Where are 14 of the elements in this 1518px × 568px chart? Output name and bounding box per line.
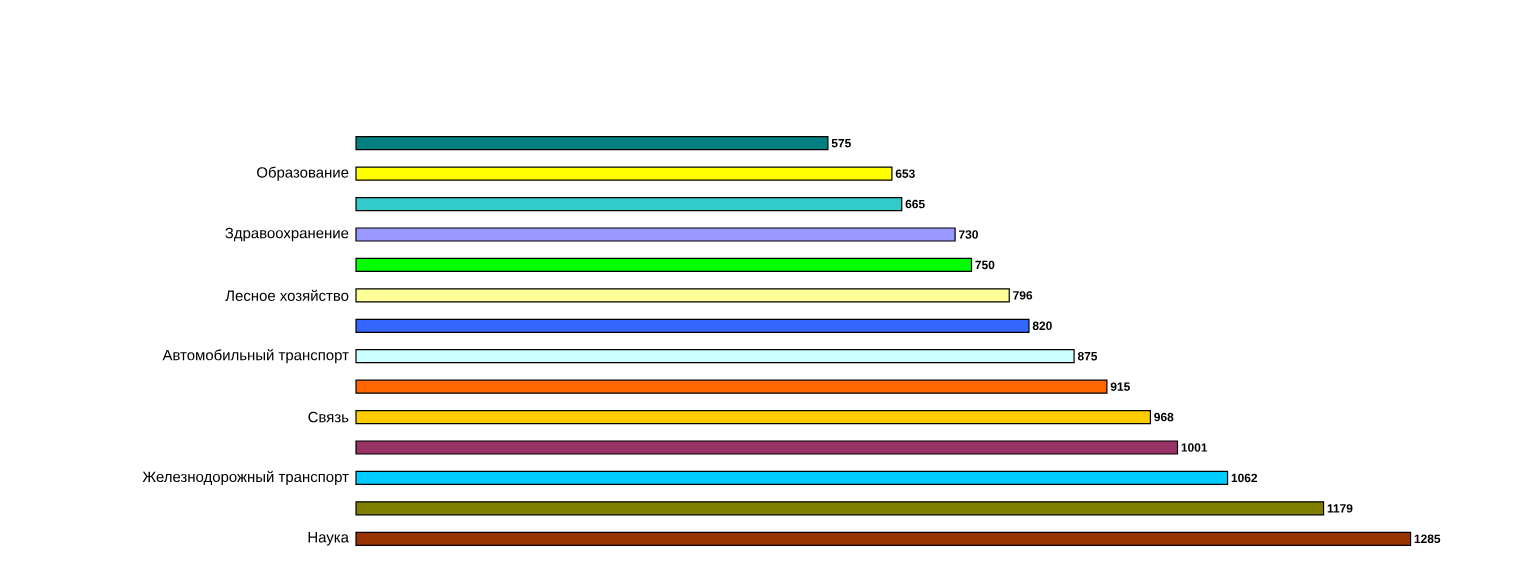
bar (355, 531, 1412, 546)
bar (355, 349, 1075, 364)
bar (355, 288, 1010, 303)
bar (355, 409, 1152, 425)
bar (355, 227, 956, 242)
bar (355, 196, 903, 212)
bar (355, 136, 829, 151)
bar (355, 501, 1325, 516)
bar (355, 166, 893, 181)
bar (355, 470, 1229, 486)
bar (355, 318, 1030, 333)
bar (355, 379, 1108, 394)
bar (355, 257, 973, 273)
bar (355, 440, 1179, 455)
